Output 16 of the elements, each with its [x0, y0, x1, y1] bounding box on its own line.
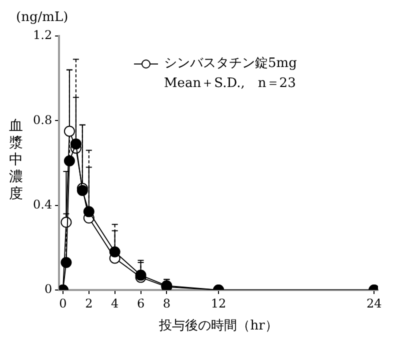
y-tick-label: 0.8: [32, 112, 52, 127]
x-tick-label: 24: [366, 296, 382, 310]
x-tick-label: 12: [210, 296, 226, 310]
x-tick-label: 8: [162, 296, 171, 310]
text: (ng/mL): [16, 10, 68, 25]
annotation: Mean＋S.D., n＝23: [163, 75, 297, 93]
y-tick-label: 0.4: [32, 197, 52, 212]
x-tick-label: 0: [59, 296, 67, 310]
y-axis-title: 血漿中濃度: [8, 118, 24, 203]
x-tick-label: 6: [136, 296, 145, 310]
y-tick-label: 1.2: [32, 28, 52, 42]
x-tick-label: 4: [111, 296, 120, 310]
legend-label: シンバスタチン錠5mg: [164, 55, 297, 73]
y-tick-label: 0: [44, 282, 52, 296]
x-tick-label: 2: [85, 296, 93, 310]
x-axis-title: 投与後の時間（hr）: [158, 318, 278, 334]
